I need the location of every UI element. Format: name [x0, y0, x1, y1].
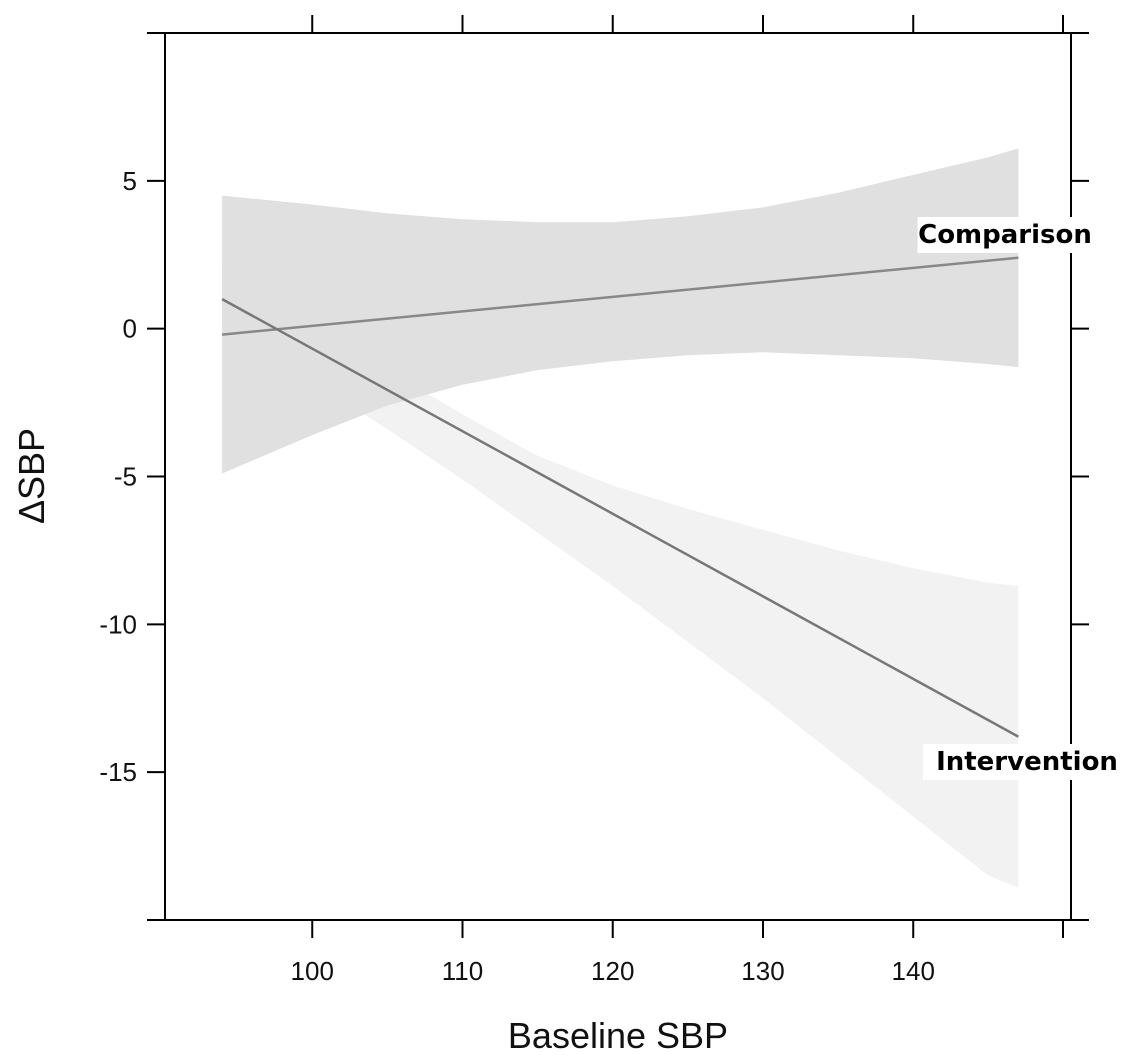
x-tick-label: 110	[442, 956, 483, 986]
intervention-line	[221, 298, 1020, 738]
series-lines	[221, 256, 1020, 738]
comparison-label: Comparison	[918, 220, 1092, 250]
confidence-bands	[222, 148, 1019, 888]
y-tick-label: 5	[123, 166, 137, 196]
x-tick-label: 100	[291, 956, 334, 986]
intervention-label: Intervention	[936, 747, 1118, 777]
y-tick-label: 0	[123, 314, 137, 344]
y-tick-label: -5	[114, 462, 137, 492]
intervention-confidence-band	[222, 263, 1019, 888]
x-axis-title: Baseline SBP	[508, 1015, 728, 1055]
y-axis-title: ΔSBP	[11, 428, 52, 524]
comparison-label-bg	[917, 217, 1093, 253]
y-tick-label: -15	[99, 757, 137, 787]
axis-ticks	[147, 15, 1089, 938]
intervention-label-bg	[923, 744, 1125, 780]
comparison-line	[221, 256, 1019, 336]
x-tick-label: 130	[741, 956, 784, 986]
x-tick-label: 120	[591, 956, 634, 986]
axis-tick-labels: 100 110 120 130 140 5 0 -5 -10 -15	[99, 166, 935, 986]
comparison-confidence-band	[222, 148, 1019, 474]
y-tick-label: -10	[99, 609, 137, 639]
series-labels: Comparison Intervention	[917, 217, 1125, 780]
x-tick-label: 140	[892, 956, 935, 986]
